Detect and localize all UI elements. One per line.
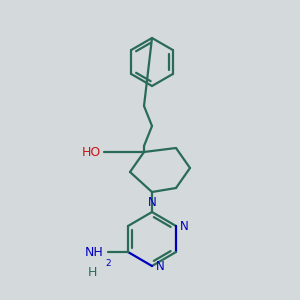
Text: NH: NH xyxy=(85,245,104,259)
Text: N: N xyxy=(180,220,189,232)
Text: HO: HO xyxy=(82,146,101,160)
Text: H: H xyxy=(87,266,97,279)
Text: N: N xyxy=(148,196,156,209)
Text: N: N xyxy=(156,260,165,272)
Text: 2: 2 xyxy=(105,259,111,268)
